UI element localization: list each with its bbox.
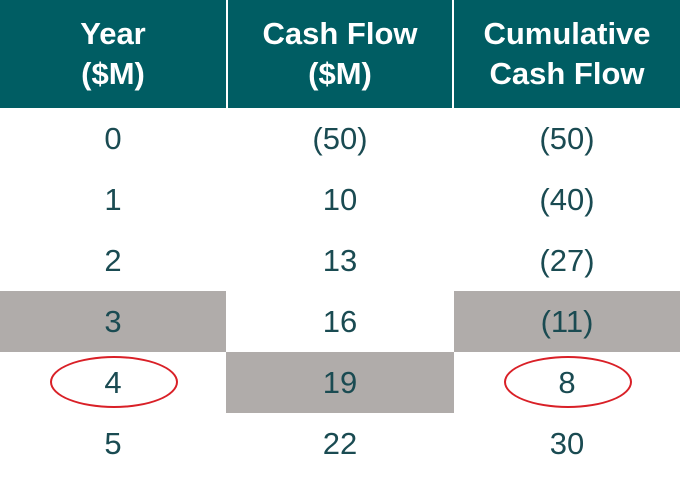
table-row: 5 22 30 [0, 413, 680, 474]
header-year: Year ($M) [0, 0, 226, 108]
cumulative-value: 8 [558, 364, 576, 400]
cumulative-cell: 8 [454, 352, 680, 413]
year-cell: 5 [104, 425, 122, 461]
header-year-line-1: Year [80, 16, 146, 51]
header-cash-flow-line-2: ($M) [308, 56, 372, 91]
table-row: 3 16 (11) [0, 291, 680, 352]
header-cash-flow: Cash Flow ($M) [226, 0, 452, 108]
table-row: 4 19 8 [0, 352, 680, 413]
year-cell: 1 [104, 181, 122, 217]
header-cash-flow-line-1: Cash Flow [262, 16, 418, 51]
cash-flow-cell: 10 [322, 181, 358, 217]
cash-flow-cell: 16 [322, 303, 358, 339]
table-header: Year ($M) Cash Flow ($M) Cumulative Cash… [0, 0, 680, 108]
year-value: 4 [104, 364, 122, 400]
header-cumulative-line-2: Cash Flow [489, 56, 645, 91]
cumulative-cell: (50) [539, 120, 595, 156]
cumulative-cell-highlighted: (11) [454, 291, 680, 352]
cumulative-cell: (40) [539, 181, 595, 217]
header-cumulative: Cumulative Cash Flow [452, 0, 680, 108]
cumulative-cell: 30 [549, 425, 585, 461]
year-cell: 4 [0, 352, 226, 413]
table-row: 0 (50) (50) [0, 108, 680, 169]
table-row: 1 10 (40) [0, 169, 680, 230]
cumulative-cell: (27) [539, 242, 595, 278]
cash-flow-cell: (50) [312, 120, 368, 156]
year-cell-highlighted: 3 [0, 291, 226, 352]
cash-flow-cell: 22 [322, 425, 358, 461]
year-cell: 0 [104, 120, 122, 156]
table-row: 2 13 (27) [0, 230, 680, 291]
year-cell: 2 [104, 242, 122, 278]
header-cumulative-line-1: Cumulative [483, 16, 651, 51]
cash-flow-cell-highlighted: 19 [226, 352, 454, 413]
header-year-line-2: ($M) [81, 56, 145, 91]
cash-flow-cell: 13 [322, 242, 358, 278]
